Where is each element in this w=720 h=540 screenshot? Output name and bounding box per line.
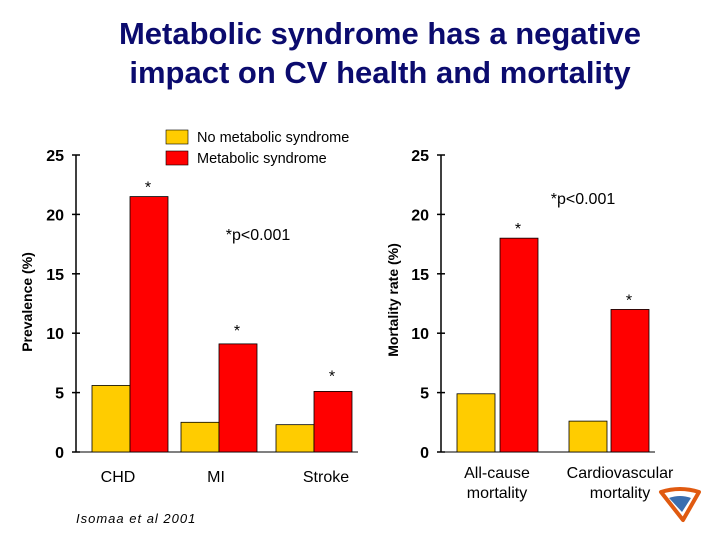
category-label-0-0-0: CHD	[101, 469, 136, 486]
y-tick-label-0-2: 10	[46, 326, 64, 343]
significance-mark-0-0: *	[145, 180, 151, 197]
category-label-1-0-1: mortality	[467, 485, 527, 502]
category-label-0-1-0: MI	[207, 469, 225, 486]
legend-label-1: Metabolic syndrome	[197, 151, 327, 167]
bar-0-1-1	[218, 343, 258, 453]
y-tick-label-1-5: 25	[411, 148, 429, 165]
legend-swatch-1	[165, 150, 189, 166]
bar-0-1-2	[313, 391, 353, 453]
y-tick-label-1-0: 0	[420, 445, 429, 462]
y-tick-label-0-3: 15	[46, 267, 64, 284]
company-logo-icon	[659, 487, 701, 522]
y-tick-label-0-1: 5	[55, 386, 64, 403]
significance-mark-1-1: *	[626, 292, 632, 309]
significance-mark-0-2: *	[329, 368, 335, 385]
y-tick-label-0-4: 20	[46, 207, 64, 224]
legend-label-0: No metabolic syndrome	[197, 130, 349, 146]
significance-mark-1-0: *	[515, 221, 521, 238]
title-line-1: Metabolic syndrome has a negative	[118, 16, 641, 51]
y-tick-label-1-4: 20	[411, 207, 429, 224]
bar-1-0-0	[456, 393, 496, 453]
bar-0-0-2	[275, 424, 315, 453]
title-line-2: impact on CV health and mortality	[129, 55, 631, 90]
significance-mark-0-1: *	[234, 323, 240, 340]
y-tick-label-1-3: 15	[411, 267, 429, 284]
category-label-1-1-0: Cardiovascular	[567, 465, 674, 482]
category-label-1-0-0: All-cause	[464, 465, 530, 482]
citation: Isomaa et al 2001	[76, 511, 197, 526]
p-value-annotation-0: *p<0.001	[226, 227, 291, 244]
y-tick-label-1-2: 10	[411, 326, 429, 343]
y-tick-label-0-0: 0	[55, 445, 64, 462]
y-tick-label-0-5: 25	[46, 148, 64, 165]
bar-0-1-0	[129, 196, 169, 453]
category-label-0-2-0: Stroke	[303, 469, 349, 486]
slide-title: Metabolic syndrome has a negative impact…	[0, 14, 720, 92]
y-tick-label-1-1: 5	[420, 386, 429, 403]
bar-1-0-1	[568, 420, 608, 453]
category-label-1-1-1: mortality	[590, 485, 650, 502]
bar-1-1-0	[499, 237, 539, 453]
y-axis-label-1: Mortality rate (%)	[385, 243, 401, 357]
bar-0-0-1	[180, 421, 220, 453]
bar-1-1-1	[610, 309, 650, 453]
p-value-annotation-1: *p<0.001	[551, 191, 616, 208]
legend-swatch-0	[165, 129, 189, 145]
y-axis-label-0: Prevalence (%)	[19, 252, 35, 352]
bar-0-0-0	[91, 385, 131, 453]
